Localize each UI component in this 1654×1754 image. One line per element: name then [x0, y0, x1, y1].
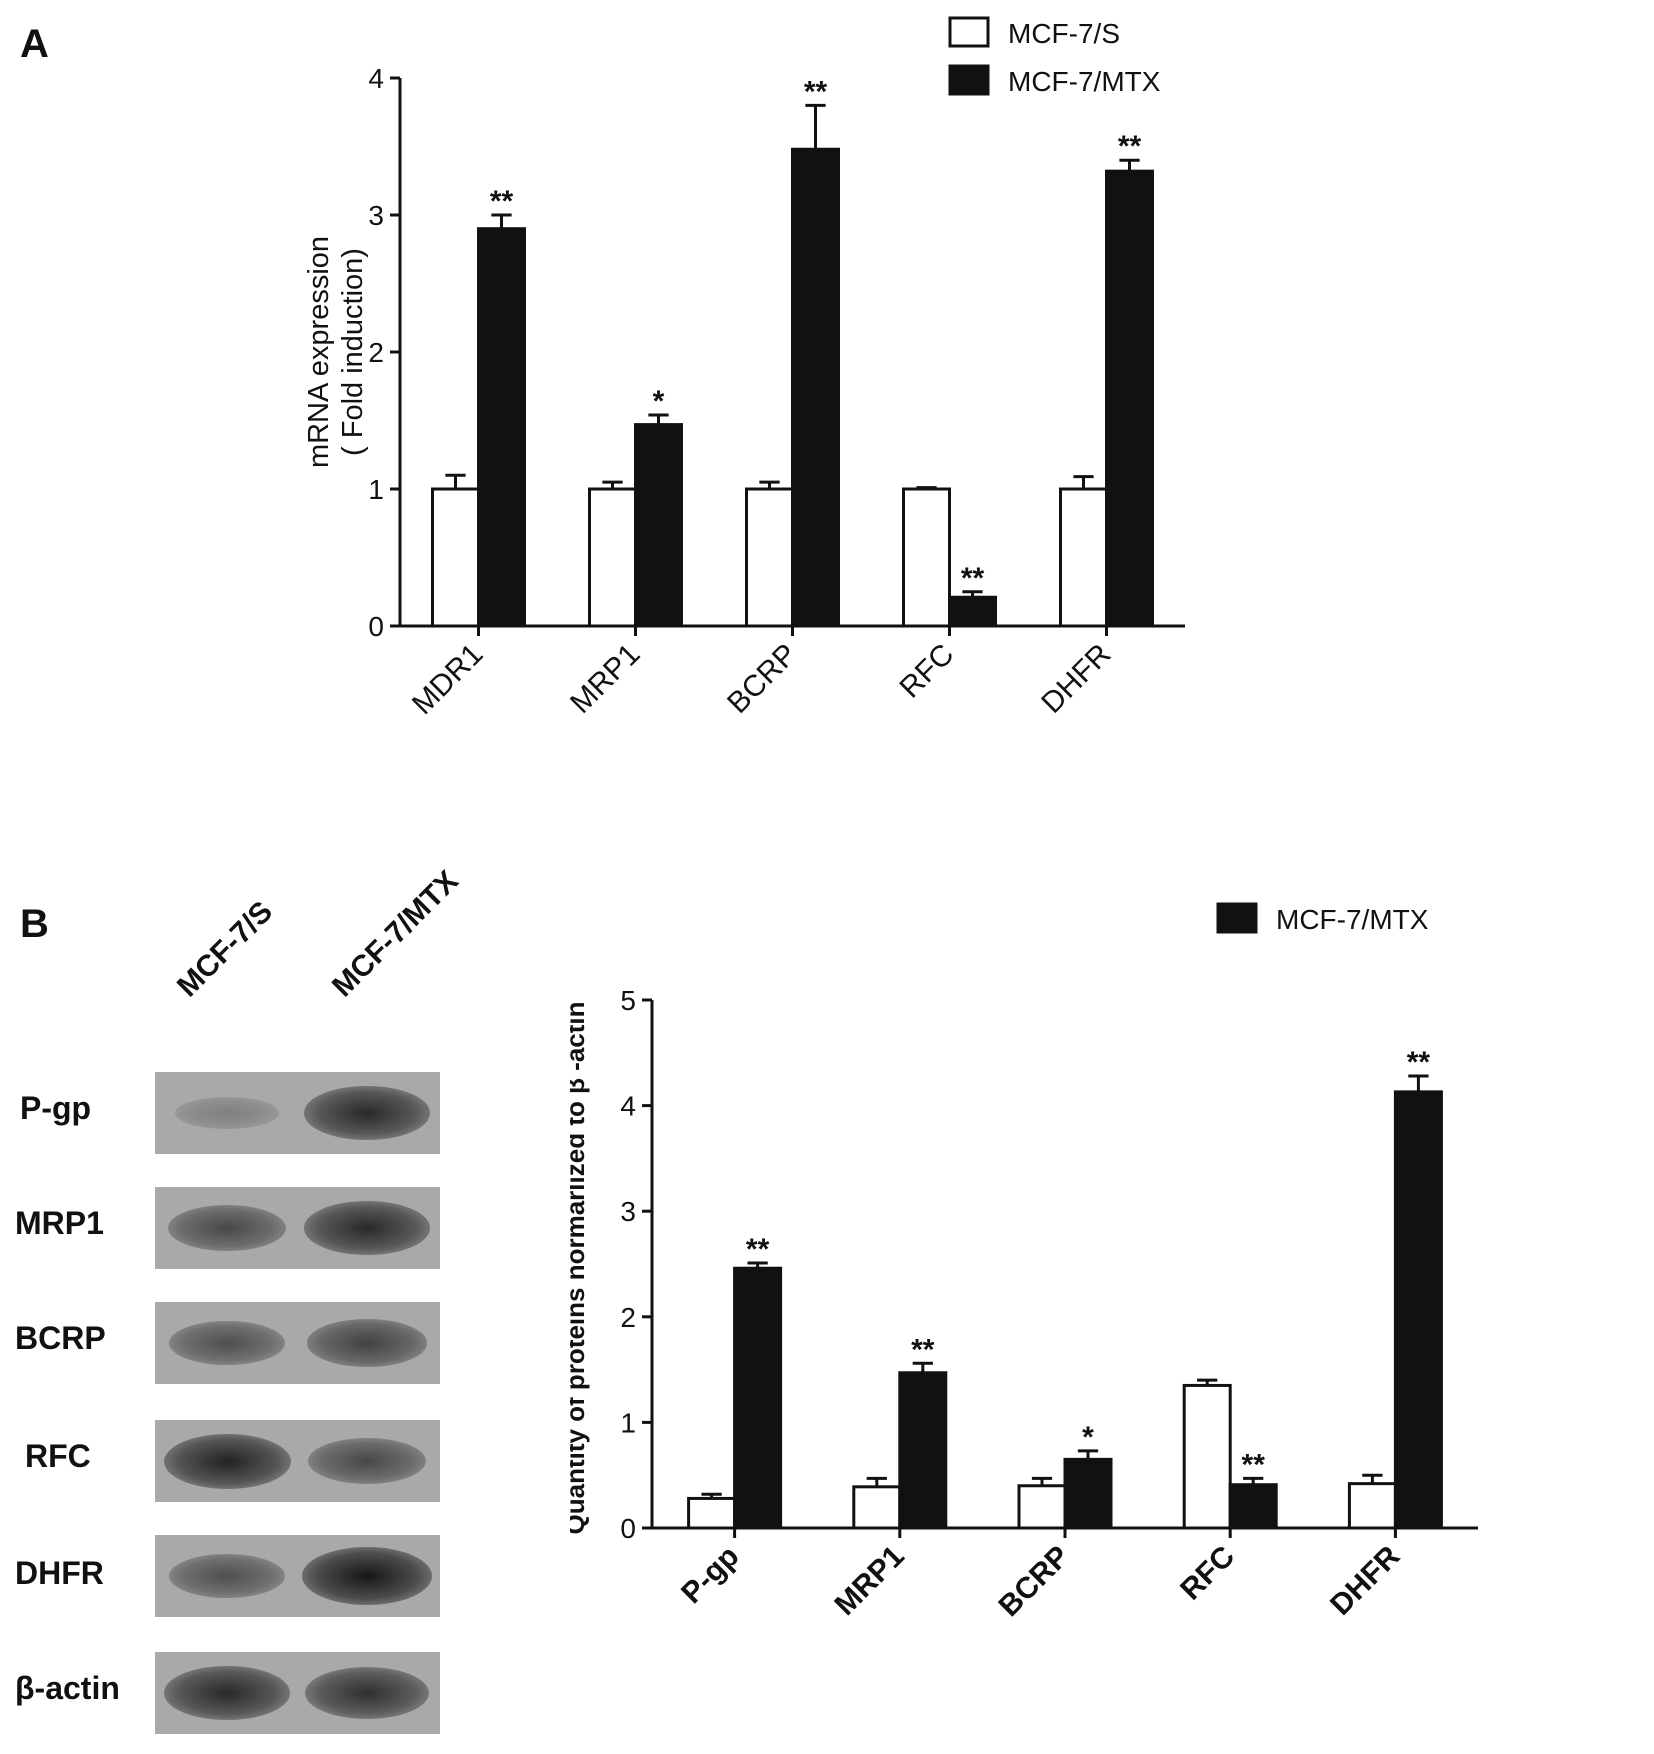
western-blot-panel: MCF-7/S MCF-7/MTX P-gp MRP1 BCRP RFC DHF…	[0, 864, 480, 1754]
y-tick-label: 5	[620, 985, 636, 1016]
bar-MCF-7/S-RFC	[1182, 1383, 1232, 1530]
blot-band	[308, 1438, 426, 1484]
y-tick-label: 4	[620, 1091, 636, 1122]
blot-band	[307, 1319, 427, 1367]
blot-lane-label-mtx: MCF-7/MTX	[325, 864, 465, 1004]
x-category-label: MRP1	[564, 638, 646, 720]
y-tick-label: 0	[620, 1513, 636, 1544]
legend-label: MCF-7/MTX	[1276, 904, 1429, 935]
y-axis-label: Quantity of proteins normarlized to β -a…	[570, 1001, 590, 1534]
y-tick-label: 2	[368, 337, 384, 368]
blot-row-label-mrp1: MRP1	[15, 1205, 104, 1241]
x-category-label: P-gp	[675, 1540, 745, 1610]
x-category-label: MRP1	[828, 1540, 910, 1622]
x-category-label: RFC	[894, 638, 961, 705]
blot-row-label-dhfr: DHFR	[15, 1555, 104, 1591]
blot-row-label-beta-actin: β-actin	[15, 1670, 120, 1706]
bar-MCF-7/MTX-MRP1	[898, 1371, 948, 1530]
bar-MCF-7/S-P-gp	[687, 1496, 737, 1530]
blot-strip-mrp1	[155, 1187, 440, 1269]
y-tick-label: 3	[368, 200, 384, 231]
bar-MCF-7/S-DHFR	[1059, 487, 1108, 628]
bar-MCF-7/MTX-BCRP	[791, 147, 840, 628]
panel-letter-a: A	[20, 22, 49, 66]
legend-swatch-MCF-7/S	[948, 16, 990, 48]
blot-band	[174, 1096, 280, 1130]
y-tick-label: 2	[620, 1302, 636, 1333]
bar-MCF-7/S-BCRP	[745, 487, 794, 628]
legend-label: MCF-7/S	[1008, 18, 1120, 49]
y-axis-label-line1: mRNA expression	[303, 236, 335, 468]
bar-MCF-7/S-RFC	[902, 487, 951, 628]
x-category-label: DHFR	[1324, 1539, 1406, 1621]
significance-label: **	[911, 1333, 935, 1366]
blot-row-label-pgp: P-gp	[20, 1090, 92, 1126]
bar-MCF-7/MTX-RFC	[948, 595, 997, 628]
blot-band	[304, 1201, 430, 1255]
significance-label: **	[746, 1233, 770, 1266]
blot-band	[305, 1667, 429, 1719]
bar-MCF-7/MTX-BCRP	[1063, 1457, 1113, 1530]
chart-b-plot-group: 0 1 2 3 4 5 ** P-gp ** MRP1 * BCRP ** RFC ** DHFR Quanti…	[570, 985, 1478, 1623]
x-category-label: MDR1	[406, 638, 489, 721]
bar-MCF-7/S-MRP1	[852, 1485, 902, 1530]
legend-swatch-MCF-7/MTX	[1216, 902, 1258, 934]
legend-swatch-MCF-7/MTX	[948, 64, 990, 96]
y-axis-label-line2: ( Fold induction)	[337, 248, 369, 456]
blot-strip-bcrp	[155, 1302, 440, 1384]
x-category-label: RFC	[1174, 1540, 1241, 1607]
blot-band	[168, 1205, 286, 1251]
y-tick-label: 3	[620, 1196, 636, 1227]
significance-label: *	[653, 385, 665, 418]
y-tick-label: 1	[620, 1407, 636, 1438]
bar-MCF-7/MTX-DHFR	[1105, 169, 1154, 628]
bar-MCF-7/MTX-MDR1	[477, 227, 526, 628]
bar-MCF-7/MTX-P-gp	[733, 1266, 783, 1530]
blot-band	[168, 1553, 286, 1599]
chart-a-mrna-expression: 0 1 2 3 4 ** MDR1 * MRP1 ** BCRP ** RFC ** DHFR MCF-7/S…	[303, 16, 1185, 721]
bar-MCF-7/MTX-MRP1	[634, 423, 683, 628]
bar-MCF-7/MTX-DHFR	[1393, 1090, 1443, 1530]
blot-band	[304, 1086, 430, 1140]
y-tick-label: 1	[368, 474, 384, 505]
blot-row-label-bcrp: BCRP	[15, 1320, 106, 1356]
panel-letter-b: B	[20, 902, 49, 946]
x-category-label: DHFR	[1035, 638, 1117, 720]
significance-label: *	[1082, 1421, 1094, 1454]
blot-strip-pgp	[155, 1072, 440, 1154]
blot-lane-label-s: MCF-7/S	[170, 895, 280, 1004]
x-category-label: BCRP	[993, 1540, 1076, 1623]
blot-strip-dhfr	[155, 1535, 440, 1617]
significance-label: **	[804, 75, 828, 108]
blot-band	[163, 1433, 291, 1489]
y-tick-label: 4	[368, 63, 384, 94]
significance-label: **	[961, 562, 985, 595]
x-category-label: BCRP	[721, 638, 803, 720]
significance-label: **	[490, 185, 514, 218]
chart-b-protein-quantity: MCF-7/SMCF-7/MTX012345**P-gp**MRP1*BCRP*…	[570, 902, 1478, 1623]
bar-MCF-7/S-BCRP	[1017, 1484, 1067, 1530]
y-tick-label: 0	[368, 611, 384, 642]
significance-label: **	[1118, 130, 1142, 163]
significance-label: **	[1407, 1046, 1431, 1079]
blot-strip-rfc	[155, 1420, 440, 1502]
bar-MCF-7/S-MRP1	[588, 487, 637, 628]
significance-label: **	[1242, 1448, 1266, 1481]
blot-band	[168, 1320, 286, 1366]
bar-MCF-7/S-DHFR	[1347, 1482, 1397, 1530]
bar-MCF-7/MTX-RFC	[1228, 1483, 1278, 1530]
legend-label: MCF-7/MTX	[1008, 66, 1161, 97]
blot-strip-beta-actin	[155, 1652, 440, 1734]
blot-row-label-rfc: RFC	[25, 1438, 91, 1474]
bar-MCF-7/S-MDR1	[431, 487, 480, 628]
blot-band	[164, 1666, 290, 1720]
blot-band	[302, 1547, 432, 1605]
